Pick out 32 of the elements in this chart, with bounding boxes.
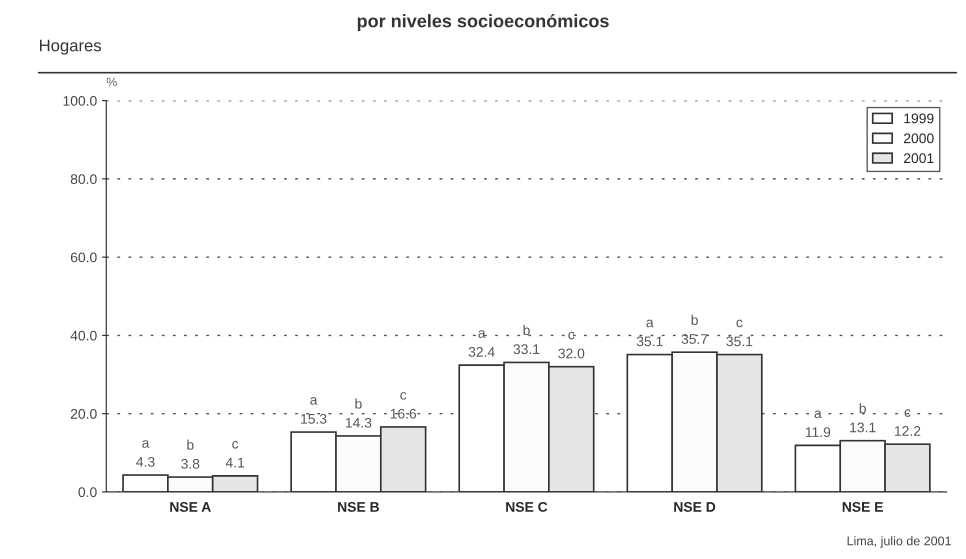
data-label: c 12.2 — [895, 409, 920, 436]
data-label: b 14.3 — [346, 398, 372, 428]
y-tick-label: 100.0 — [64, 96, 97, 106]
chart-title: por niveles socioeconómicos — [358, 14, 609, 31]
text: Lima, julio de 2001 — [848, 536, 951, 548]
y-tick-label: 0.0 — [78, 487, 97, 498]
x-tick-label: NSE D — [674, 502, 716, 512]
data-label: b 33.1 — [513, 324, 540, 354]
data-label: c 32.0 — [558, 332, 584, 358]
data-label: a 15.3 — [301, 397, 326, 424]
data-label: a 32.4 — [468, 330, 495, 357]
data-label: c 16.6 — [390, 392, 416, 419]
x-tick-label: NSE A — [170, 502, 211, 512]
legend-label: 2000 — [904, 133, 934, 144]
legend-label: 1999 — [904, 113, 934, 124]
data-label: a 35.1 — [636, 320, 663, 346]
chart-subtitle: Hogares — [40, 40, 102, 55]
data-label: b 13.1 — [850, 403, 876, 432]
legend-label: 2001 — [904, 153, 934, 164]
data-label: c 35.1 — [726, 320, 752, 346]
x-tick-label: NSE E — [842, 502, 883, 512]
y-tick-label: 60.0 — [70, 252, 97, 262]
data-label: b 35.7 — [682, 314, 708, 344]
data-label: b 3.8 — [181, 440, 200, 469]
x-tick-label: NSE B — [338, 502, 379, 512]
y-tick-label: 80.0 — [70, 174, 97, 184]
x-tick-label: NSE C — [506, 502, 548, 512]
data-label: c 4.1 — [226, 440, 244, 468]
data-label: a 4.3 — [136, 440, 155, 467]
y-tick-label: 20.0 — [70, 408, 97, 419]
y-tick-label: 40.0 — [70, 330, 97, 341]
y-axis-title: % — [106, 78, 117, 86]
